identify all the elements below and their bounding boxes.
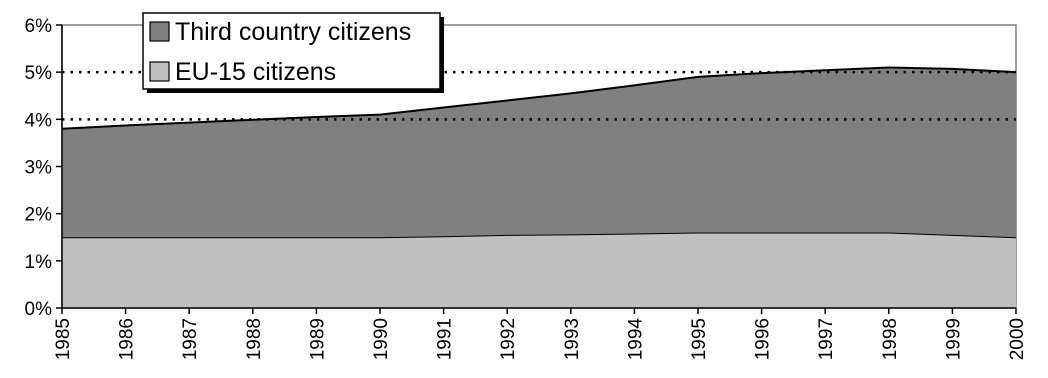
x-tick-label: 1988: [244, 318, 265, 360]
legend-label-third-country: Third country citizens: [175, 18, 411, 46]
x-tick-label: 1993: [562, 318, 583, 360]
y-tick-label: 0%: [25, 299, 53, 320]
x-tick-label: 1995: [689, 318, 710, 360]
y-tick-label: 6%: [25, 16, 53, 37]
legend-swatch-eu15: [149, 61, 170, 82]
y-tick-label: 5%: [25, 63, 53, 84]
x-tick-label: 1997: [816, 318, 837, 360]
x-tick-label: 1985: [53, 318, 74, 360]
x-tick-label: 1990: [371, 318, 392, 360]
series-line-third-country-citizens: [61, 66, 1017, 130]
area-eu-15-citizens: [62, 232, 1016, 308]
x-tick-label: 1992: [498, 318, 519, 360]
y-tick-label: 4%: [25, 110, 53, 131]
x-tick-label: 1998: [880, 318, 901, 360]
area-third-country-citizens: [62, 67, 1016, 238]
legend-box: [142, 12, 441, 90]
x-tick-label: 1989: [307, 318, 328, 360]
y-tick-label: 1%: [25, 252, 53, 273]
x-tick-label: 1996: [753, 318, 774, 360]
x-tick-label: 1986: [117, 318, 138, 360]
y-axis: 0% 1% 2% 3% 4% 5% 6%: [25, 16, 63, 320]
legend: Third country citizens EU-15 citizens: [142, 12, 444, 93]
x-tick-label: 1999: [943, 318, 964, 360]
x-tick-label: 1991: [435, 318, 456, 360]
y-tick-label: 3%: [25, 158, 53, 179]
plot-area: [61, 24, 1017, 309]
x-tick-label: 1994: [625, 318, 646, 361]
x-axis: 1985 1986 1987 1988 1989 1990 1991 1992 1993 1994…: [53, 307, 1028, 361]
x-tick-label: 1987: [180, 318, 201, 360]
legend-label-eu15: EU-15 citizens: [175, 58, 336, 86]
legend-swatch-third-country: [149, 21, 170, 42]
x-tick-label: 2000: [1007, 318, 1028, 360]
y-tick-label: 2%: [25, 205, 53, 226]
